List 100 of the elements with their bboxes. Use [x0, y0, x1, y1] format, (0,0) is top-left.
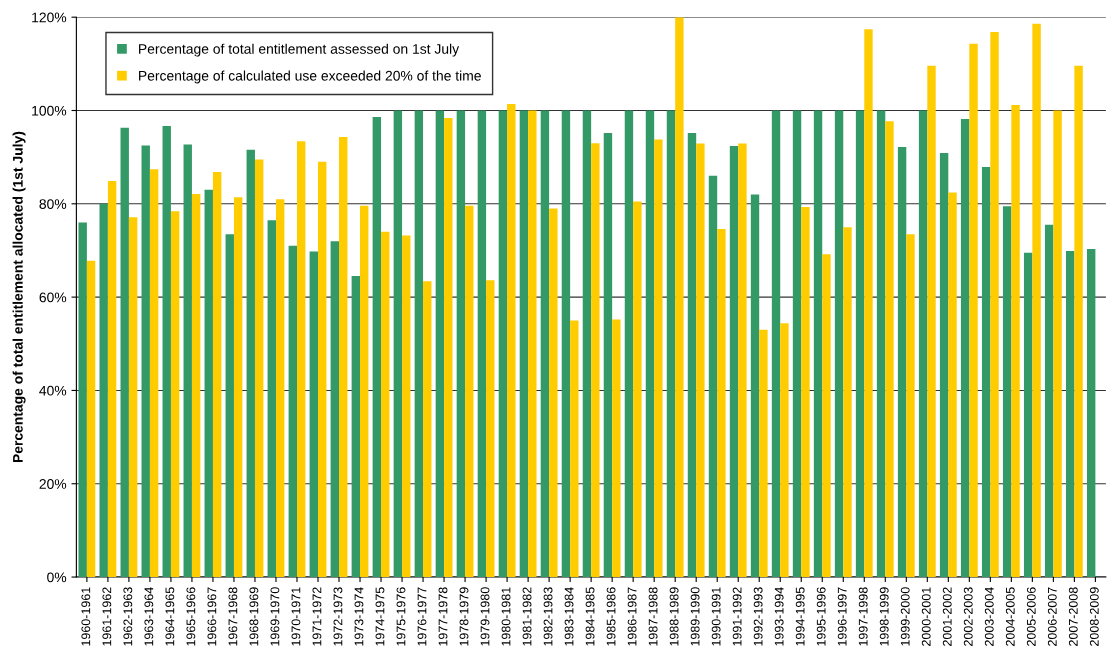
bar [645, 110, 655, 578]
x-tick-label: 2008-2009 [1089, 587, 1099, 646]
bar [717, 229, 726, 578]
bar [318, 161, 327, 578]
bar [549, 208, 558, 578]
bar [296, 141, 306, 578]
bar [86, 260, 96, 578]
bar [1044, 224, 1054, 578]
x-tick-label: 1990-1991 [711, 587, 721, 646]
x-tick-label: 1996-1997 [837, 587, 847, 646]
bar [750, 194, 760, 578]
bar [918, 110, 928, 578]
bar [435, 110, 445, 578]
bar [696, 143, 705, 578]
y-tick-label: 80% [39, 199, 67, 209]
bar [423, 281, 432, 578]
bar [948, 192, 957, 578]
x-tick-label: 1967-1968 [228, 587, 238, 646]
x-tick-label: 1980-1981 [501, 587, 511, 646]
x-tick-label: 1994-1995 [795, 587, 805, 646]
bar [843, 227, 852, 578]
x-tick-label: 1983-1984 [564, 587, 574, 646]
bar [414, 110, 424, 578]
x-tick-label: 2000-2001 [921, 587, 931, 646]
bar [162, 125, 171, 578]
bar [246, 149, 255, 578]
bar [402, 235, 411, 578]
y-tick-label: 120% [32, 12, 67, 23]
bar [666, 110, 676, 578]
x-tick-label: 1999-2000 [900, 587, 910, 646]
bar [233, 197, 243, 578]
bar [822, 254, 831, 578]
bar [288, 245, 297, 578]
x-tick-label: 1973-1974 [354, 587, 364, 646]
bar [1065, 250, 1075, 578]
x-tick-label: 1968-1969 [249, 587, 259, 646]
x-tick-label: 1979-1980 [480, 587, 490, 646]
bar [591, 143, 600, 578]
x-tick-label: 1985-1986 [606, 587, 616, 646]
bar [687, 132, 697, 578]
x-tick-label: 1978-1979 [459, 587, 469, 646]
bar [1023, 252, 1033, 578]
bar [834, 110, 844, 578]
bar [330, 241, 340, 578]
bar [708, 175, 718, 578]
bar [507, 103, 516, 578]
bar [738, 143, 747, 578]
x-tick-label: 2002-2003 [963, 587, 973, 646]
bar [675, 17, 684, 578]
bar [654, 139, 663, 578]
x-tick-label: 1991-1992 [732, 587, 742, 646]
x-tick-label: 1976-1977 [417, 587, 427, 646]
x-tick-label: 1964-1965 [165, 587, 175, 646]
x-tick-label: 1974-1975 [375, 587, 385, 646]
x-tick-label: 2001-2002 [942, 587, 952, 646]
x-tick-label: 1995-1996 [816, 587, 826, 646]
bar [603, 132, 613, 578]
bar [582, 110, 592, 578]
x-tick-label: 2003-2004 [984, 587, 994, 646]
bar [801, 207, 810, 578]
y-tick-label: 40% [39, 385, 67, 396]
bar [960, 118, 970, 578]
bar [372, 117, 382, 578]
bar [339, 137, 348, 578]
bar [498, 110, 508, 578]
bar [897, 146, 907, 578]
bar [885, 121, 894, 578]
bar [141, 145, 150, 578]
bar [1011, 104, 1020, 578]
bar [486, 280, 495, 578]
bar [981, 166, 991, 578]
bar [939, 152, 949, 578]
x-tick-label: 1977-1978 [438, 587, 448, 646]
bar [633, 201, 642, 578]
bar [225, 234, 234, 578]
bar [78, 222, 87, 578]
y-tick-label: 0% [47, 572, 67, 583]
x-tick-label: 1982-1983 [543, 587, 553, 646]
bar [1086, 249, 1096, 578]
bar [128, 217, 138, 578]
x-tick-label: 1997-1998 [858, 587, 868, 646]
bar [864, 29, 873, 578]
bar [267, 220, 276, 578]
x-tick-label: 1972-1973 [333, 587, 343, 646]
bar [780, 323, 789, 578]
bar [204, 189, 213, 578]
bar [309, 251, 318, 578]
bar [444, 117, 453, 578]
bar [612, 319, 621, 578]
bar [570, 320, 579, 578]
bar [990, 32, 999, 578]
x-tick-label: 2004-2005 [1005, 587, 1015, 646]
bar [1032, 23, 1041, 578]
bar [170, 211, 180, 578]
bar [906, 234, 915, 578]
bar [120, 127, 129, 578]
bar [729, 145, 739, 578]
bar [624, 110, 634, 578]
bar [771, 110, 781, 578]
x-tick-label: 1975-1976 [396, 587, 406, 646]
